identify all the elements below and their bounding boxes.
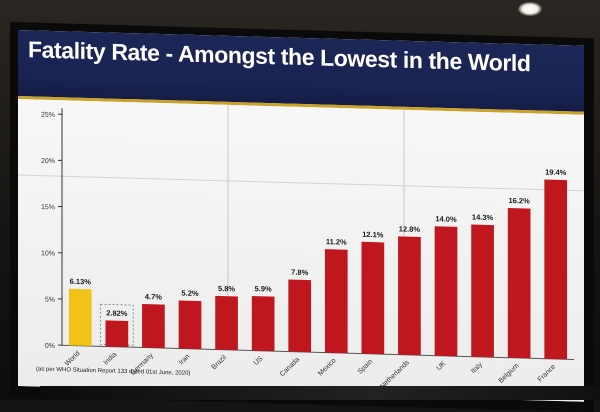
value-label: 4.7% <box>145 292 162 301</box>
y-tick-label: 20% <box>41 158 55 165</box>
x-tick-label: Belgium <box>498 362 521 385</box>
presentation-slide: Fatality Rate - Amongst the Lowest in th… <box>18 30 584 402</box>
bar-france <box>544 179 567 359</box>
bar-chart: 0% 5% 10% 15% 20% 25% 6.13% World 2.82% India 4.7%… <box>18 99 584 402</box>
x-tick-label: Spain <box>357 358 375 375</box>
value-label: 19.4% <box>545 167 567 177</box>
bar-iran <box>179 300 202 349</box>
value-label: 5.8% <box>218 284 235 293</box>
bar-netherlands <box>398 236 421 355</box>
bar-us <box>252 296 275 351</box>
value-label: 14.3% <box>472 213 494 223</box>
x-tick-label: France <box>537 363 557 383</box>
bar-world <box>69 289 92 346</box>
y-tick-label: 5% <box>45 297 55 304</box>
bar-germany <box>142 304 165 348</box>
x-tick-label: Italy <box>470 361 484 375</box>
screen-bottom-strip <box>40 386 600 400</box>
bar-italy <box>471 225 494 358</box>
y-tick-label: 25% <box>41 112 55 119</box>
bar-canada <box>288 279 311 352</box>
x-tick-label: US <box>253 355 265 367</box>
x-tick-label: India <box>103 351 119 367</box>
value-label: 11.2% <box>326 237 347 247</box>
y-tick-label: 10% <box>41 250 55 257</box>
bar-mexico <box>325 249 348 353</box>
x-tick-label: Iran <box>178 353 192 366</box>
value-label: 16.2% <box>509 196 531 206</box>
bar-india <box>106 320 129 347</box>
value-label: 2.82% <box>106 308 128 318</box>
bar-brazil <box>215 296 238 350</box>
value-label: 12.1% <box>362 230 384 240</box>
value-label: 12.8% <box>399 224 421 234</box>
x-axis <box>62 345 574 359</box>
value-label: 6.13% <box>70 277 92 287</box>
x-tick-label: Brazil <box>211 354 229 371</box>
x-tick-label: Mexico <box>317 357 338 377</box>
ceiling-light <box>518 2 542 16</box>
value-label: 7.8% <box>291 268 308 277</box>
value-label: 5.9% <box>255 284 272 293</box>
x-tick-label: World <box>64 350 82 368</box>
bar-spain <box>362 242 385 354</box>
bar-uk <box>435 226 458 356</box>
value-label: 5.2% <box>181 289 198 298</box>
y-tick-label: 0% <box>45 343 55 350</box>
bar-belgium <box>508 208 531 358</box>
slide-title: Fatality Rate - Amongst the Lowest in th… <box>28 36 531 77</box>
panel-divider-h <box>18 175 584 191</box>
x-tick-label: Canada <box>279 356 301 378</box>
y-tick-label: 15% <box>41 204 55 211</box>
x-tick-label: UK <box>436 360 448 372</box>
value-label: 14.0% <box>435 214 457 224</box>
